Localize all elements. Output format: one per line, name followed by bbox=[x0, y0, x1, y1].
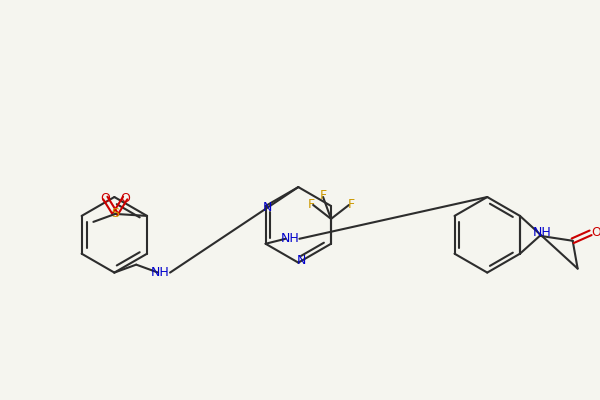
Text: NH: NH bbox=[281, 232, 300, 245]
Text: F: F bbox=[320, 188, 326, 202]
Text: S: S bbox=[111, 208, 119, 220]
Text: F: F bbox=[308, 198, 315, 212]
Text: O: O bbox=[592, 226, 600, 239]
Text: N: N bbox=[296, 254, 306, 267]
Text: O: O bbox=[120, 192, 130, 204]
Text: F: F bbox=[347, 198, 355, 212]
Text: O: O bbox=[100, 192, 110, 204]
Text: N: N bbox=[263, 202, 272, 214]
Text: NH: NH bbox=[532, 226, 551, 239]
Text: NH: NH bbox=[151, 266, 169, 279]
